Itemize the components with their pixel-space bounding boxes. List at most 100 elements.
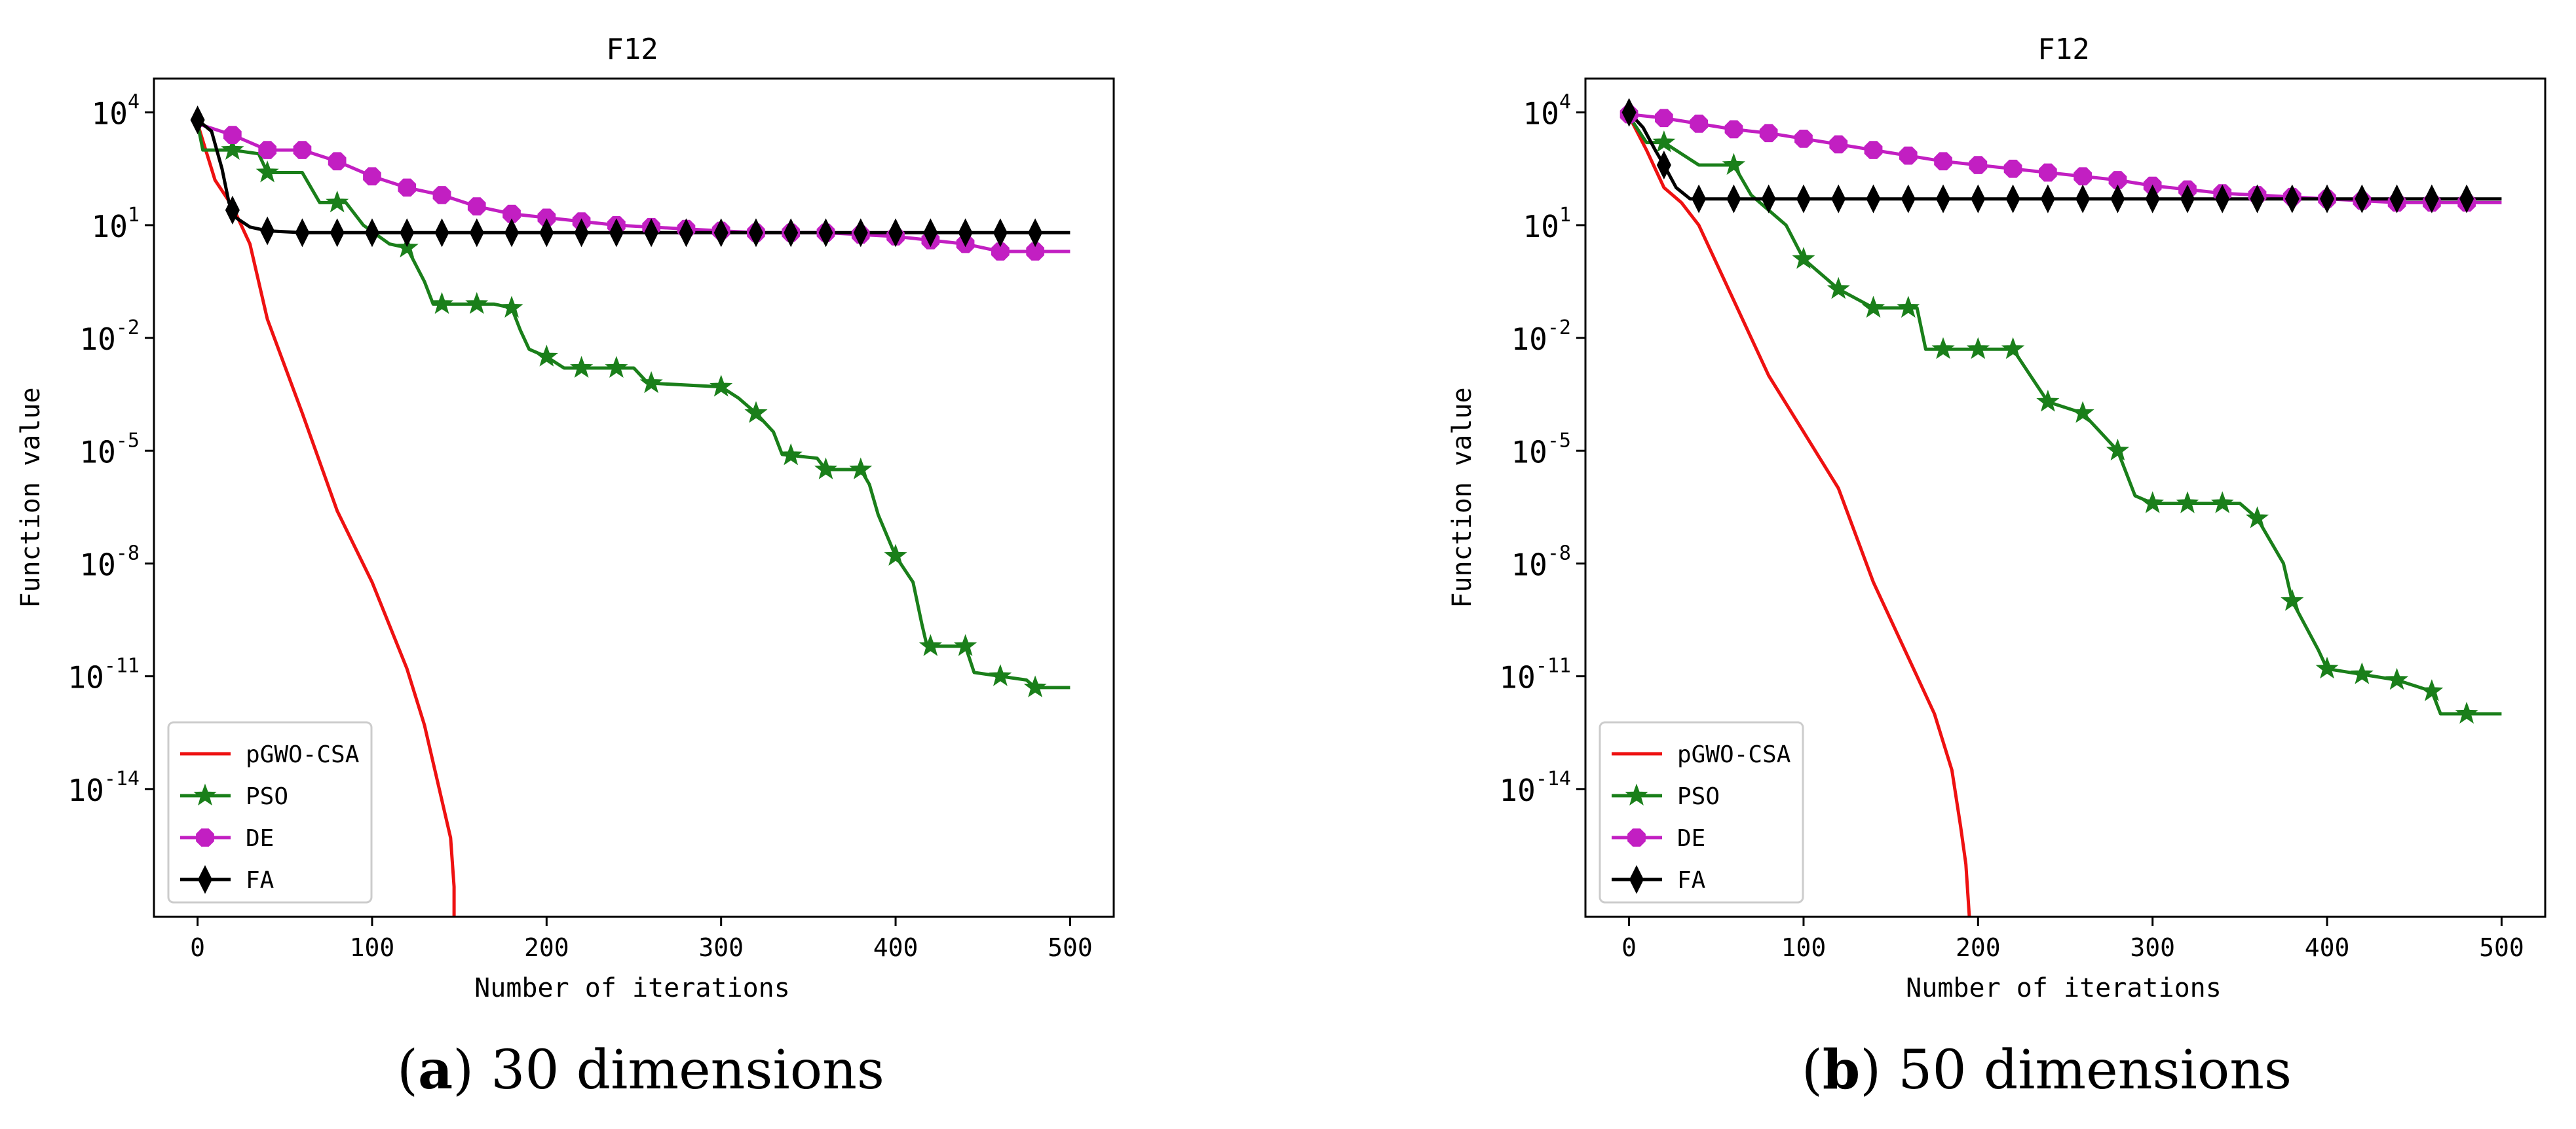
y-axis-label: Function value	[16, 387, 46, 608]
marker-pso	[1897, 295, 1920, 318]
marker-fa	[574, 218, 589, 248]
marker-fa	[364, 218, 379, 248]
caption-a-text: 30 dimensions	[474, 1039, 884, 1101]
marker-pso	[954, 634, 977, 656]
marker-pso	[1931, 337, 1955, 360]
legend-label-pgwo-csa: pGWO-CSA	[1677, 741, 1791, 768]
marker-de	[467, 197, 486, 215]
marker-fa	[1796, 184, 1811, 213]
marker-pso	[2281, 589, 2304, 611]
marker-de	[1899, 146, 1918, 165]
marker-pso	[1966, 337, 1990, 360]
marker-pso	[605, 356, 628, 378]
marker-fa	[504, 218, 520, 248]
marker-fa	[609, 218, 624, 248]
marker-de	[223, 126, 242, 144]
x-tick-label: 500	[2479, 933, 2524, 962]
legend-label-de: DE	[246, 825, 274, 852]
x-tick-label: 300	[2130, 933, 2175, 962]
marker-de	[1864, 141, 1883, 159]
x-tick-label: 400	[2305, 933, 2350, 962]
marker-pso	[2106, 438, 2129, 461]
marker-fa	[888, 218, 903, 248]
marker-fa	[2145, 184, 2160, 213]
marker-fa	[2250, 184, 2265, 213]
marker-fa	[469, 218, 484, 248]
marker-fa	[2424, 184, 2439, 213]
marker-fa	[330, 218, 345, 248]
marker-fa	[993, 218, 1008, 248]
legend-box	[1599, 721, 1804, 904]
caption-a-letter: a	[418, 1039, 453, 1101]
x-axis-label: Number of iterations	[1906, 973, 2222, 1003]
chart-title: F12	[2037, 33, 2089, 66]
y-axis-label: Function value	[1447, 387, 1477, 608]
marker-pso	[2210, 491, 2234, 513]
marker-de	[1026, 242, 1044, 261]
y-tick-label: 10-11	[67, 655, 140, 695]
chart-panel-a: F12 Number of iterations Function value 0 10…	[16, 33, 1115, 1003]
x-tick-label: 100	[350, 933, 395, 962]
marker-pso	[2455, 701, 2478, 724]
series-line-fa	[197, 119, 1070, 234]
marker-de	[537, 208, 556, 227]
marker-fa	[2075, 184, 2091, 213]
series-line-pso	[1627, 115, 2502, 716]
legend-box	[167, 721, 373, 904]
marker-fa	[2284, 184, 2300, 213]
marker-de	[1829, 135, 1848, 154]
x-tick-label: 0	[190, 933, 205, 962]
marker-fa	[679, 218, 694, 248]
marker-pso	[326, 190, 349, 213]
marker-fa	[644, 218, 659, 248]
x-tick-label: 200	[524, 933, 569, 962]
marker-pso	[1827, 276, 1850, 299]
marker-pso	[919, 634, 942, 656]
marker-fa	[2110, 184, 2125, 213]
marker-de	[363, 167, 381, 186]
x-tick-label: 100	[1781, 933, 1827, 962]
marker-fa	[1761, 184, 1776, 213]
chart-panel-b: F12 Number of iterations Function value 0 10…	[1447, 33, 2547, 1003]
marker-pso	[814, 457, 838, 479]
y-tick-label: 10-14	[1499, 768, 1571, 808]
marker-de	[1759, 124, 1778, 143]
legend-label-de: DE	[1677, 825, 1705, 852]
marker-de	[328, 152, 347, 171]
marker-pso	[535, 344, 558, 367]
marker-pso	[2071, 401, 2094, 423]
x-tick-label: 300	[698, 933, 744, 962]
marker-pso	[2245, 506, 2269, 528]
marker-fa	[1936, 184, 1951, 213]
marker-fa	[1692, 184, 1707, 213]
series-line-pgwo-csa	[1627, 115, 1971, 917]
chart-title: F12	[606, 33, 658, 66]
marker-de	[398, 178, 417, 197]
series-line-de	[1629, 113, 2502, 204]
marker-fa	[2005, 184, 2020, 213]
caption-b-letter: b	[1823, 1039, 1860, 1101]
y-tick-label: 104	[92, 91, 140, 132]
plot-frame	[1584, 77, 2547, 918]
marker-pso	[989, 664, 1012, 686]
marker-fa	[295, 218, 310, 248]
marker-pso	[2001, 337, 2025, 360]
marker-pso	[430, 291, 454, 314]
marker-de	[432, 186, 451, 204]
legend-label-pso: PSO	[1677, 783, 1720, 810]
legend-marker-pso	[193, 783, 217, 805]
marker-fa	[1831, 184, 1846, 213]
marker-pso	[2141, 491, 2165, 513]
marker-fa	[853, 218, 868, 248]
legend-marker-fa	[198, 865, 212, 894]
marker-fa	[2215, 184, 2230, 213]
legend: pGWO-CSA PSO DE FA	[167, 721, 373, 904]
marker-fa	[1656, 151, 1671, 180]
marker-pso	[1792, 247, 1815, 269]
x-tick-label: 500	[1048, 933, 1093, 962]
marker-pso	[2385, 667, 2409, 690]
marker-fa	[713, 218, 729, 248]
marker-fa	[1901, 184, 1916, 213]
caption-b-text: 50 dimensions	[1881, 1039, 2292, 1101]
